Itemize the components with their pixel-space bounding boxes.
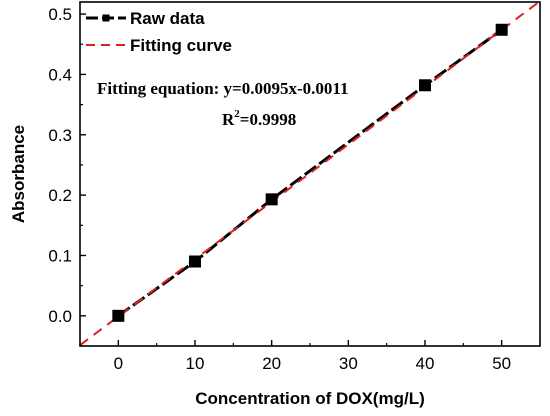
y-axis-title: Absorbance: [9, 125, 28, 223]
x-tick-label: 20: [262, 354, 281, 373]
raw-data-point: [419, 79, 431, 92]
r-squared-value: =0.9998: [240, 110, 296, 129]
x-tick-label: 10: [186, 354, 205, 373]
legend-raw-label: Raw data: [130, 9, 205, 28]
x-tick-label: 30: [339, 354, 358, 373]
y-tick-label: 0.3: [48, 126, 72, 145]
y-tick-label: 0.0: [48, 307, 72, 326]
x-axis-title: Concentration of DOX(mg/L): [195, 389, 424, 408]
legend: Raw data Fitting curve: [86, 9, 232, 55]
fitting-curve-line: [80, 2, 540, 346]
axis-ticks: [79, 13, 541, 347]
raw-data-point: [265, 193, 278, 206]
legend-raw-marker: [102, 14, 110, 22]
x-tick-label: 50: [492, 354, 511, 373]
axis-tick-labels: 0 10 20 30 40 50 0.0 0.1 0.2 0.3 0.4 0.5: [48, 5, 511, 373]
r-squared-superscript: 2: [234, 108, 240, 120]
x-tick-label: 40: [416, 354, 435, 373]
fitting-equation: Fitting equation: y=0.0095x-0.0011: [97, 79, 348, 98]
plot-markers: [112, 23, 508, 322]
r-squared-base: R: [222, 110, 235, 129]
y-tick-label: 0.1: [48, 246, 72, 265]
y-tick-label: 0.5: [48, 5, 72, 24]
y-tick-label: 0.4: [48, 65, 72, 84]
x-tick-label: 0: [114, 354, 123, 373]
legend-fit-label: Fitting curve: [130, 36, 232, 55]
raw-data-point: [189, 255, 201, 268]
r-squared: R2=0.9998: [222, 108, 296, 129]
raw-data-point: [495, 23, 508, 36]
y-tick-label: 0.2: [48, 186, 72, 205]
raw-data-point: [112, 309, 125, 322]
